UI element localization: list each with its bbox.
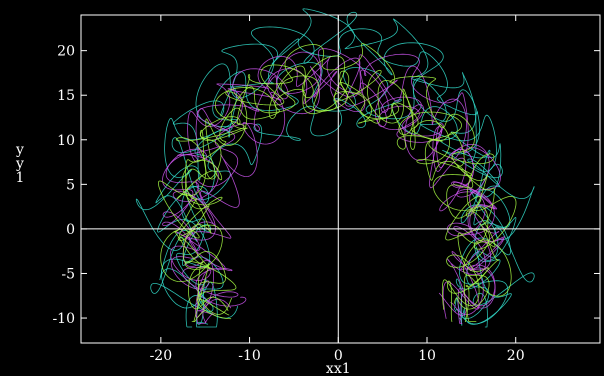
x-tick-label: -10 [238,348,261,364]
x-tick-label: 10 [418,348,436,364]
y-tick-label: 5 [66,177,75,193]
trajectory-line [157,11,512,328]
x-tick-label: -20 [150,348,173,364]
plot-frame [80,14,601,344]
trajectory-line [162,68,505,324]
trajectory-line [162,55,505,324]
y-tick-label: 10 [57,133,75,149]
x-tick-label: 0 [334,348,343,364]
trajectory-line [189,54,495,317]
axes-layer: -20 -10 0 10 20 -10 -5 0 5 10 15 20 [52,15,600,364]
y-tick-label: 20 [57,44,75,60]
trajectory-line [178,55,490,320]
y-tick-label: -10 [52,311,75,327]
x-tick-label: 20 [507,348,525,364]
y-tick-label: 0 [66,222,75,238]
y-tick-label: 15 [57,88,75,104]
y-tick-label: -5 [61,266,75,282]
trajectory-layer [135,8,535,328]
trajectory-line [176,75,489,323]
x-axis-label: xx1 [326,361,351,376]
trajectory-line [172,51,492,324]
trajectory-line [177,43,496,311]
trajectory-line [157,65,517,323]
trajectory-line [176,28,501,325]
